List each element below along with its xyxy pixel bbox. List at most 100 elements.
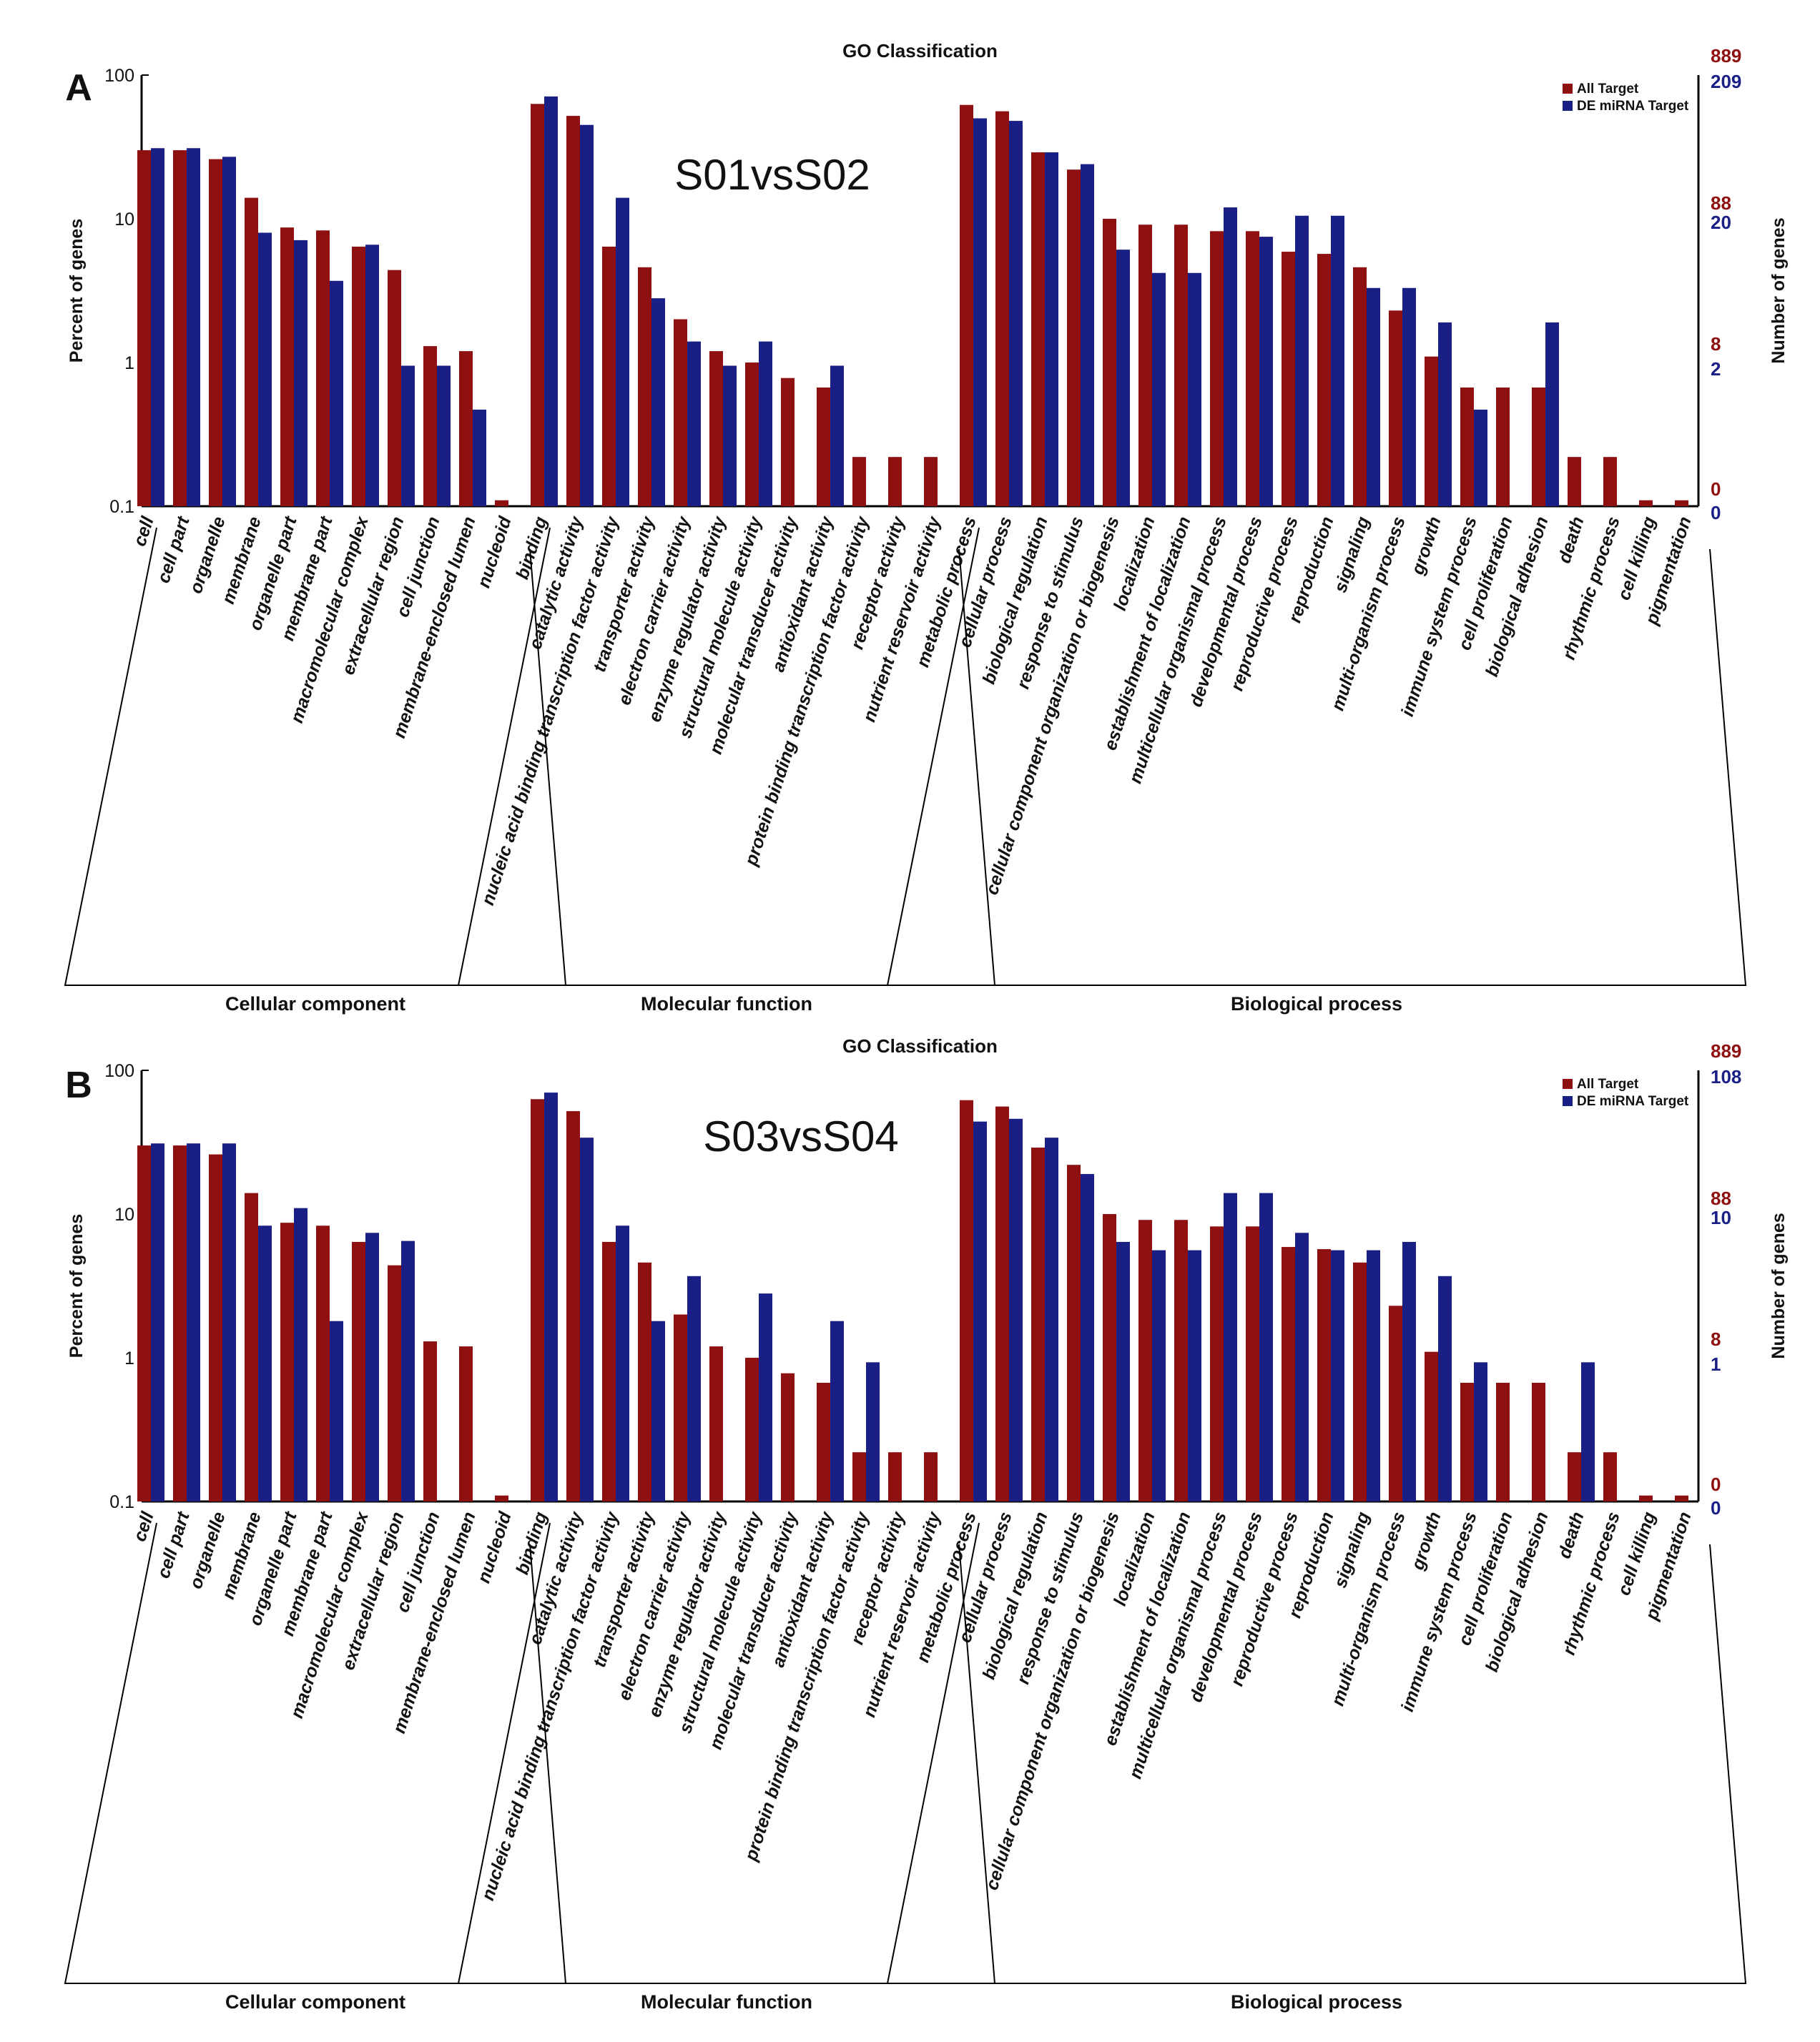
right-tick-de-target: 0 [1711,1497,1721,1519]
bar-de-target [1081,1173,1094,1501]
bar-all-target [1389,310,1402,506]
bar-all-target [995,111,1009,507]
bar-all-target [531,104,544,507]
bar-all-target [1210,1226,1224,1501]
bar-de-target [1474,1362,1487,1501]
chart-panel-a: GO Classification A S01vsS02 0.1 1 10 100 Perce… [64,40,1789,1015]
x-tick-label: cell part [153,513,194,586]
legend-swatch-all-target [1563,84,1573,94]
bar-de-target [1438,1276,1452,1501]
x-tick-label: growth [1407,1509,1445,1573]
bar-all-target [1210,231,1224,506]
y-tick-label: 100 [104,1061,134,1081]
bar-de-target [187,1143,200,1501]
bar-de-target [1402,287,1416,506]
right-tick-all-target: 889 [1711,45,1741,66]
bar-all-target [781,378,795,506]
legend-de-target: DE miRNA Target [1577,1094,1689,1109]
bar-de-target [1295,1233,1309,1501]
bar-de-target [580,1138,594,1501]
bar-de-target [187,148,200,506]
bar-de-target [1474,409,1487,506]
bar-all-target [1568,457,1581,506]
bar-all-target [638,267,651,506]
bar-de-target [222,1143,236,1501]
bar-de-target [1045,1138,1058,1501]
x-tick-label: growth [1407,514,1445,578]
bar-de-target [365,245,379,506]
bar-all-target [1174,225,1188,506]
bar-all-target [566,116,580,507]
bar-all-target [1353,1262,1367,1501]
y-tick-label: 0.1 [109,497,134,517]
bar-de-target [294,1208,308,1501]
bar-all-target [1675,1495,1688,1501]
bar-de-target [365,1233,379,1501]
bar-all-target [245,1193,258,1501]
bar-all-target [924,1452,938,1501]
right-tick-de-target: 108 [1711,1066,1741,1087]
bar-all-target [1317,1249,1331,1501]
group-label: Cellular component [225,993,405,1015]
panel-label: A [65,67,92,109]
bar-de-target [1116,1241,1130,1501]
bar-de-target [1116,250,1130,506]
bar-all-target [209,1154,222,1501]
bar-all-target [638,1262,651,1501]
bar-all-target [817,1382,830,1501]
bar-all-target [745,1358,759,1501]
y2-axis-label: Number of genes [1769,1213,1789,1358]
bar-de-target [1402,1241,1416,1501]
bar-de-target [973,1121,987,1501]
bar-de-target [1367,1250,1380,1501]
bar-de-target [330,1321,343,1501]
x-tick-label: nucleoid [473,1509,516,1586]
legend-all-target: All Target [1577,82,1639,97]
bar-all-target [1639,500,1653,506]
bar-all-target [137,150,151,506]
bar-de-target [1545,322,1559,506]
right-tick-de-target: 0 [1711,502,1721,523]
bar-all-target [1496,1382,1510,1501]
bar-all-target [995,1106,1009,1501]
right-tick-de-target: 10 [1711,1207,1731,1228]
bar-all-target [924,457,938,506]
bar-de-target [687,341,701,506]
bar-all-target [495,1495,508,1501]
bar-de-target [830,1321,844,1501]
bar-all-target [888,1452,902,1501]
x-tick-label: death [1554,1509,1588,1561]
bar-all-target [1425,1351,1438,1501]
bar-all-target [709,351,723,506]
bar-de-target [1009,1118,1023,1501]
bar-all-target [459,351,473,506]
y-tick-label: 1 [124,353,134,373]
right-tick-all-target: 0 [1711,478,1721,500]
bar-all-target [602,246,616,506]
bar-de-target [1224,207,1237,506]
bar-all-target [1103,1214,1116,1501]
bar-de-target [1259,237,1273,506]
y-tick-label: 10 [114,209,134,230]
bar-all-target [423,1341,437,1501]
legend-swatch-all-target [1563,1079,1573,1089]
right-tick-all-target: 889 [1711,1040,1741,1062]
bar-de-target [1259,1193,1273,1501]
bar-de-target [1295,215,1309,506]
bar-all-target [1460,1382,1474,1501]
bar-de-target [830,365,844,506]
bar-all-target [316,230,330,506]
x-tick-label: death [1554,514,1588,566]
y-tick-label: 100 [104,66,134,86]
bar-all-target [674,319,687,506]
bar-de-target [651,1321,665,1501]
right-tick-all-target: 8 [1711,1328,1721,1350]
chart-title: GO Classification [842,1035,998,1057]
group-label: Biological process [1231,1991,1402,2013]
bar-all-target [280,227,294,506]
bar-all-target [459,1346,473,1501]
panel-label: B [65,1065,92,1106]
bar-de-target [401,1241,415,1501]
group-label: Cellular component [225,1991,405,2013]
